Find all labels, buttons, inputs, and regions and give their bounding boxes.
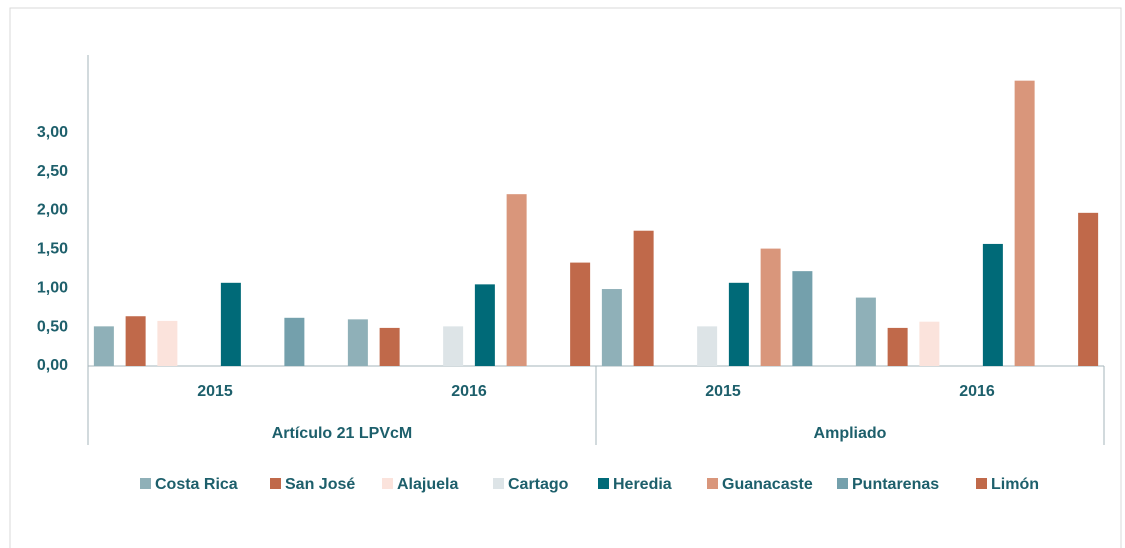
legend-swatch [598, 478, 609, 489]
y-tick-label: 1,50 [37, 241, 68, 258]
bar [887, 327, 908, 366]
legend-swatch [837, 478, 848, 489]
bar [633, 230, 654, 366]
bar [728, 282, 749, 366]
y-tick-label: 2,50 [37, 163, 68, 180]
legend-label: Puntarenas [852, 476, 939, 493]
legend-label: Alajuela [397, 476, 458, 493]
bar [855, 297, 876, 366]
bar [93, 326, 114, 366]
bar [919, 321, 940, 366]
bar [601, 289, 622, 366]
legend-label: San José [285, 476, 355, 493]
legend-swatch [270, 478, 281, 489]
bar [443, 326, 464, 366]
x-tick-label: 2016 [959, 383, 995, 400]
y-tick-label: 2,00 [37, 202, 68, 219]
chart-frame [9, 7, 1122, 548]
bar [760, 248, 781, 366]
bar [157, 320, 178, 366]
legend-swatch [382, 478, 393, 489]
group-label: Ampliado [814, 425, 887, 442]
bar [1014, 80, 1035, 366]
legend-label: Heredia [613, 476, 672, 493]
legend-label: Guanacaste [722, 476, 813, 493]
bar [284, 317, 305, 366]
bar [506, 194, 527, 366]
x-tick-label: 2015 [197, 383, 233, 400]
group-label: Artículo 21 LPVcM [272, 425, 412, 442]
y-tick-label: 3,00 [37, 124, 68, 141]
bar [1078, 212, 1099, 366]
legend-label: Limón [991, 476, 1039, 493]
bar [125, 316, 146, 366]
bar [792, 271, 813, 366]
y-tick-label: 0,50 [37, 318, 68, 335]
bar [982, 243, 1003, 366]
x-tick-label: 2015 [705, 383, 741, 400]
bar [347, 319, 368, 366]
bar [474, 284, 495, 366]
bar [379, 327, 400, 366]
legend-swatch [493, 478, 504, 489]
y-tick-label: 1,00 [37, 279, 68, 296]
bar [697, 326, 718, 366]
legend-swatch [707, 478, 718, 489]
legend-swatch [976, 478, 987, 489]
legend-label: Costa Rica [155, 476, 238, 493]
bar [220, 282, 241, 366]
x-tick-label: 2016 [451, 383, 487, 400]
bar [570, 262, 591, 366]
legend-label: Cartago [508, 476, 569, 493]
legend-swatch [140, 478, 151, 489]
y-tick-label: 0,00 [37, 357, 68, 374]
